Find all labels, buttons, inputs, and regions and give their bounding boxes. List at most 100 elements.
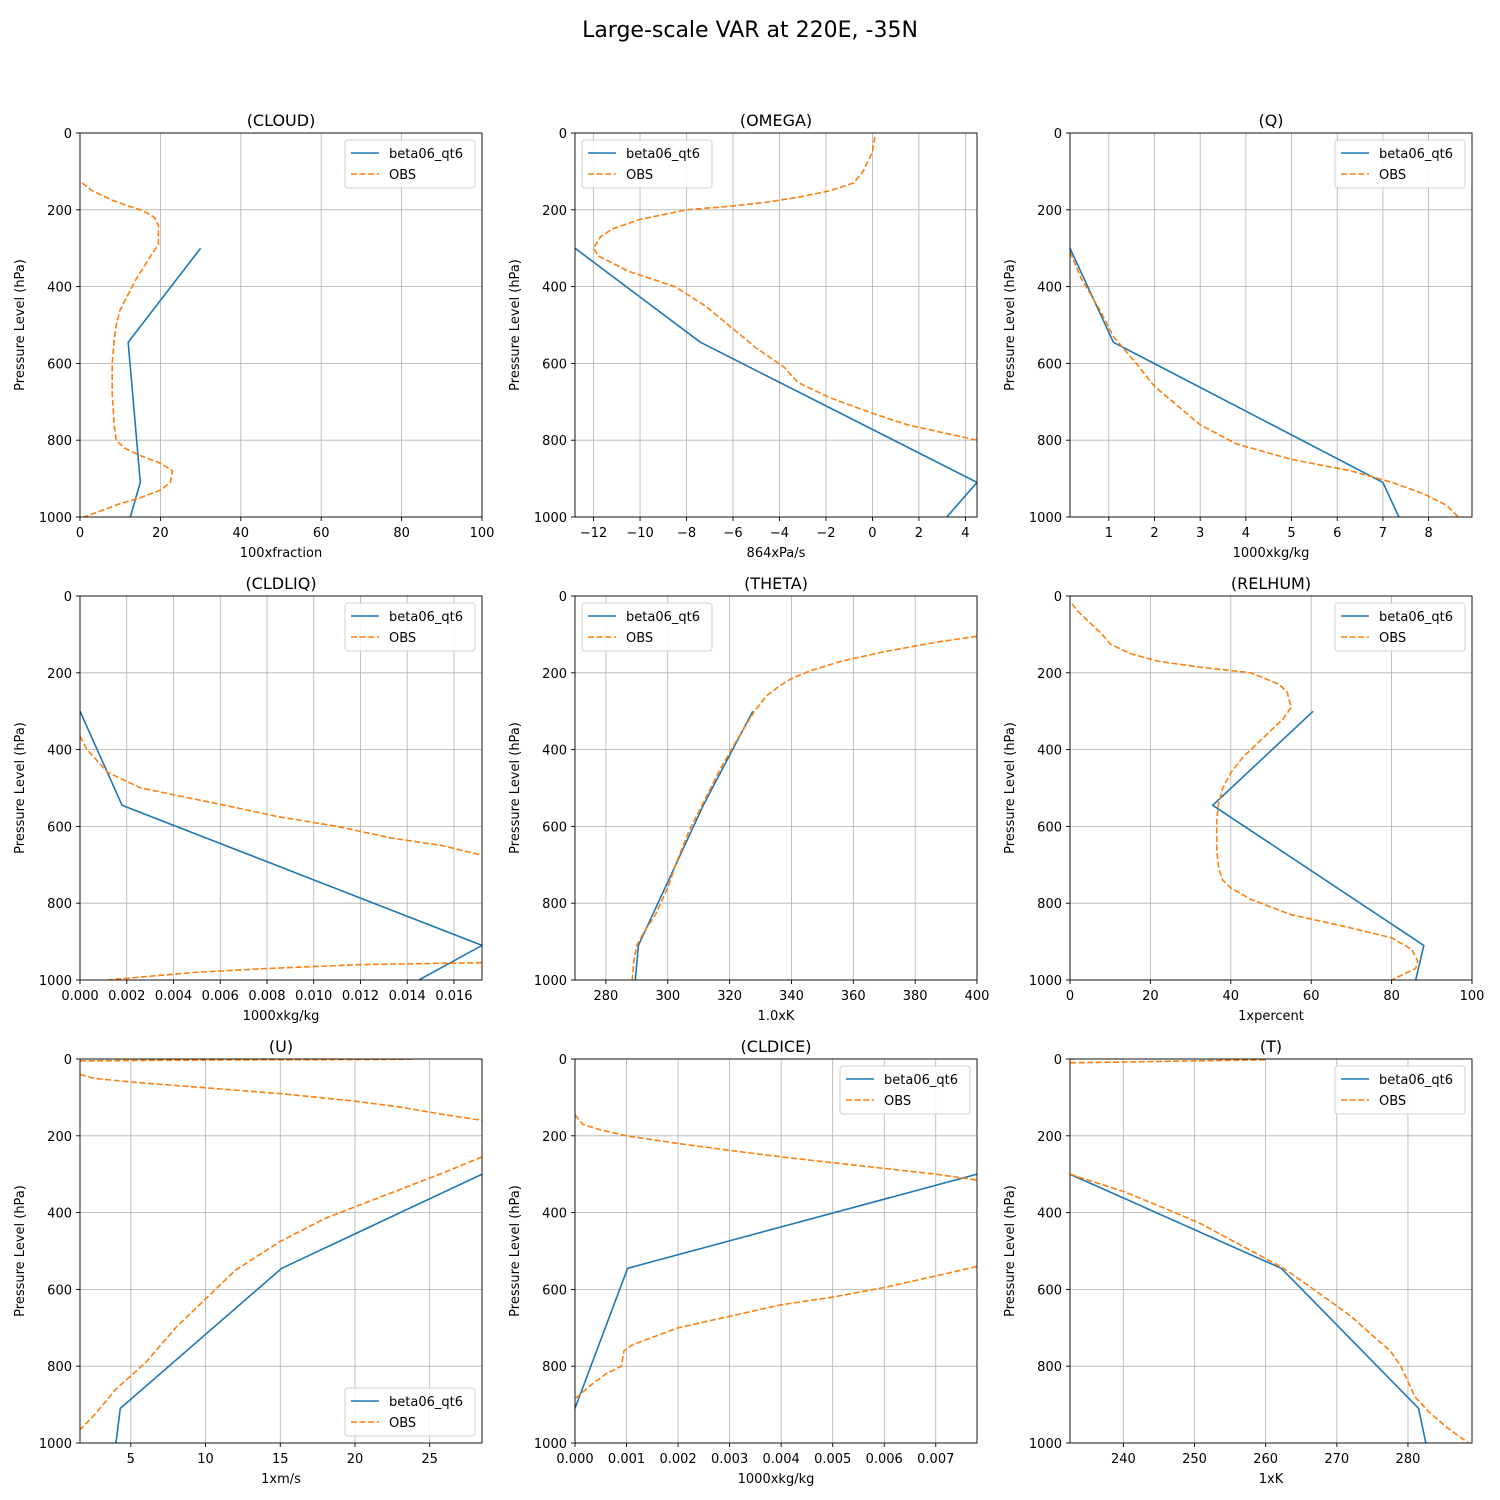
x-tick-label: 0.016 bbox=[435, 989, 472, 1004]
x-tick-label: 300 bbox=[655, 989, 680, 1004]
y-tick-label: 1000 bbox=[1029, 511, 1062, 526]
legend-box bbox=[344, 1387, 476, 1437]
y-axis-label: Pressure Level (hPa) bbox=[1003, 259, 1018, 391]
x-tick-label: 260 bbox=[1253, 1452, 1278, 1467]
y-tick-label: 600 bbox=[1037, 357, 1062, 372]
y-tick-label: 600 bbox=[542, 357, 567, 372]
y-tick-label: 200 bbox=[542, 204, 567, 219]
x-tick-label: 8 bbox=[1424, 526, 1432, 541]
y-tick-label: 0 bbox=[64, 590, 72, 605]
panel-title: (OMEGA) bbox=[740, 111, 812, 130]
series-line-model bbox=[1211, 710, 1425, 980]
y-axis-label: Pressure Level (hPa) bbox=[508, 722, 523, 854]
y-tick-label: 600 bbox=[47, 1283, 72, 1298]
y-tick-label: 800 bbox=[1037, 434, 1062, 449]
series-line-obs bbox=[81, 182, 174, 517]
x-tick-label: 20 bbox=[347, 1452, 364, 1467]
y-tick-label: 600 bbox=[47, 357, 72, 372]
y-tick-label: 600 bbox=[542, 820, 567, 835]
x-tick-label: 100 bbox=[470, 526, 495, 541]
panel-title: (CLOUD) bbox=[247, 111, 316, 130]
panel-grid: 0 20 40 60 80 10002004006008001000(CLOUD)100x… bbox=[13, 111, 1484, 1487]
x-tick-label: 0.008 bbox=[248, 989, 285, 1004]
legend-label-model: beta06_qt6 bbox=[1379, 610, 1453, 625]
y-axis-label: Pressure Level (hPa) bbox=[1003, 722, 1018, 854]
legend-label-obs: OBS bbox=[1379, 1094, 1406, 1109]
x-tick-label: 0.000 bbox=[556, 1452, 593, 1467]
x-tick-label: 0 bbox=[76, 526, 84, 541]
x-tick-label: 320 bbox=[717, 989, 742, 1004]
x-tick-label: 4 bbox=[961, 526, 969, 541]
y-tick-label: 200 bbox=[1037, 204, 1062, 219]
x-tick-label: 10 bbox=[197, 1452, 214, 1467]
series-line-obs bbox=[1070, 1173, 1469, 1443]
axes-frame bbox=[1069, 595, 1473, 981]
chart-panel: 0.000 0.002 0.004 0.006 0.008 0.010 0.012 0.014… bbox=[13, 574, 483, 1024]
y-tick-label: 800 bbox=[1037, 1360, 1062, 1375]
x-tick-label: 60 bbox=[1303, 989, 1320, 1004]
x-tick-label: 0.014 bbox=[389, 989, 426, 1004]
legend: beta06_qt6 OBS bbox=[581, 602, 713, 652]
y-tick-label: 800 bbox=[47, 434, 72, 449]
x-tick-label: 380 bbox=[903, 989, 928, 1004]
y-tick-label: 200 bbox=[542, 1130, 567, 1145]
legend: beta06_qt6 OBS bbox=[344, 139, 476, 189]
y-tick-label: 200 bbox=[47, 204, 72, 219]
axes-frame bbox=[79, 132, 483, 518]
x-tick-label: 80 bbox=[1383, 989, 1400, 1004]
x-axis-label: 1000xkg/kg bbox=[738, 1472, 815, 1487]
y-tick-label: 600 bbox=[47, 820, 72, 835]
chart-panel: 1 2 3 4 5 6 7 8 0 200 400 600 800 1000 (Q) 1000xkg/kg Pr… bbox=[1003, 111, 1473, 561]
x-axis-label: 1000xkg/kg bbox=[1233, 546, 1310, 561]
legend-label-obs: OBS bbox=[884, 1094, 911, 1109]
series-line-obs bbox=[1070, 1059, 1266, 1064]
series-group bbox=[575, 136, 977, 517]
series-line-obs bbox=[80, 735, 482, 856]
legend-box bbox=[344, 139, 476, 189]
chart-panel: 5 10 15 20 25 0 200 400 600 800 1000 (U) 1xm/s Pressu… bbox=[13, 1037, 483, 1487]
legend-label-model: beta06_qt6 bbox=[1379, 147, 1453, 162]
y-tick-label: 400 bbox=[1037, 1207, 1062, 1222]
axes-frame bbox=[79, 595, 483, 981]
y-tick-label: 0 bbox=[559, 127, 567, 142]
legend-label-obs: OBS bbox=[1379, 631, 1406, 646]
axes-frame bbox=[574, 1058, 978, 1444]
chart-panel: 280 300 320 340 360 380 400 0 200 400 600 800 1000 (T… bbox=[508, 574, 989, 1024]
y-tick-label: 1000 bbox=[534, 974, 567, 989]
x-tick-label: 5 bbox=[127, 1452, 135, 1467]
x-axis-label: 864xPa/s bbox=[747, 546, 806, 561]
chart-panel: −12 −10 −8 −6 −4 −2 0 2 4 0 200 400 600 800 1000 (OMEGA… bbox=[508, 111, 978, 561]
panel-title: (CLDLIQ) bbox=[245, 574, 316, 593]
y-tick-label: 0 bbox=[64, 127, 72, 142]
legend: beta06_qt6 OBS bbox=[1334, 1065, 1466, 1115]
legend-box bbox=[344, 602, 476, 652]
legend-label-model: beta06_qt6 bbox=[389, 1395, 463, 1410]
x-tick-label: 2 bbox=[915, 526, 923, 541]
y-tick-label: 1000 bbox=[534, 1437, 567, 1452]
x-tick-label: 0.006 bbox=[202, 989, 239, 1004]
y-tick-label: 800 bbox=[1037, 897, 1062, 912]
y-axis-label: Pressure Level (hPa) bbox=[13, 722, 28, 854]
y-tick-label: 0 bbox=[1054, 127, 1062, 142]
panel-title: (T) bbox=[1260, 1037, 1282, 1056]
x-tick-label: 1 bbox=[1105, 526, 1113, 541]
y-tick-label: 800 bbox=[47, 897, 72, 912]
axes-frame bbox=[1069, 132, 1473, 518]
x-tick-label: 0.005 bbox=[814, 1452, 851, 1467]
legend-box bbox=[581, 602, 713, 652]
x-tick-label: 0.006 bbox=[866, 1452, 903, 1467]
y-tick-label: 800 bbox=[542, 897, 567, 912]
series-group bbox=[575, 1114, 977, 1409]
y-tick-label: 1000 bbox=[39, 974, 72, 989]
x-axis-label: 100xfraction bbox=[240, 546, 322, 561]
panel-title: (U) bbox=[269, 1037, 293, 1056]
y-tick-label: 0 bbox=[64, 1053, 72, 1068]
x-tick-label: −8 bbox=[677, 526, 696, 541]
x-tick-label: 280 bbox=[1396, 1452, 1421, 1467]
y-tick-label: 400 bbox=[542, 744, 567, 759]
series-line-obs bbox=[1071, 603, 1419, 980]
x-tick-label: −12 bbox=[580, 526, 607, 541]
y-tick-label: 200 bbox=[1037, 1130, 1062, 1145]
legend-label-model: beta06_qt6 bbox=[389, 610, 463, 625]
